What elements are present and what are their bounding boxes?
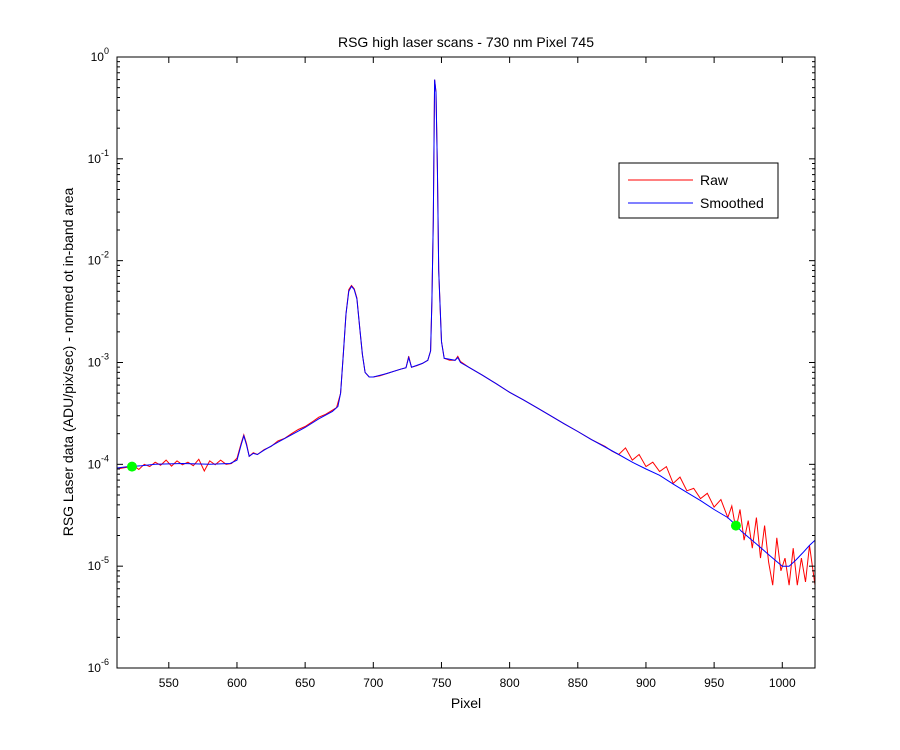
x-tick-label: 950 xyxy=(704,676,724,690)
y-tick-label: 10-6 xyxy=(88,657,109,675)
y-tick-label: 100 xyxy=(91,46,109,64)
marker-point-1 xyxy=(126,461,137,472)
y-tick-label: 10-5 xyxy=(88,555,109,573)
x-tick-label: 600 xyxy=(227,676,247,690)
y-tick-label: 10-4 xyxy=(88,453,109,471)
series-line-smoothed xyxy=(116,79,816,567)
legend-box xyxy=(618,162,779,219)
y-tick-label: 10-1 xyxy=(88,148,109,166)
x-tick-label: 800 xyxy=(500,676,520,690)
x-tick-label: 550 xyxy=(159,676,179,690)
axes: 550 600 650 700 750 800 850 900 950 1000 10-6 10-5 1… xyxy=(88,46,815,690)
y-axis-label: RSG Laser data (ADU/pix/sec) - normed ot… xyxy=(60,187,76,536)
x-tick-label: 850 xyxy=(568,676,588,690)
x-tick-label: 900 xyxy=(636,676,656,690)
y-tick-label: 10-2 xyxy=(88,250,109,268)
plot-frame xyxy=(116,56,816,669)
x-tick-label: 1000 xyxy=(769,676,796,690)
x-tick-label: 650 xyxy=(295,676,315,690)
x-tick-label: 750 xyxy=(431,676,451,690)
plot-area xyxy=(116,79,816,586)
legend: Raw Smoothed xyxy=(618,162,779,219)
legend-label-smoothed: Smoothed xyxy=(700,195,764,211)
x-axis-label: Pixel xyxy=(451,695,481,711)
y-tick-label: 10-3 xyxy=(88,352,109,370)
legend-label-raw: Raw xyxy=(700,172,729,188)
series-line-raw xyxy=(116,79,816,586)
x-tick-label: 700 xyxy=(363,676,383,690)
chart-title: RSG high laser scans - 730 nm Pixel 745 xyxy=(338,34,594,50)
marker-point-2 xyxy=(730,520,741,531)
